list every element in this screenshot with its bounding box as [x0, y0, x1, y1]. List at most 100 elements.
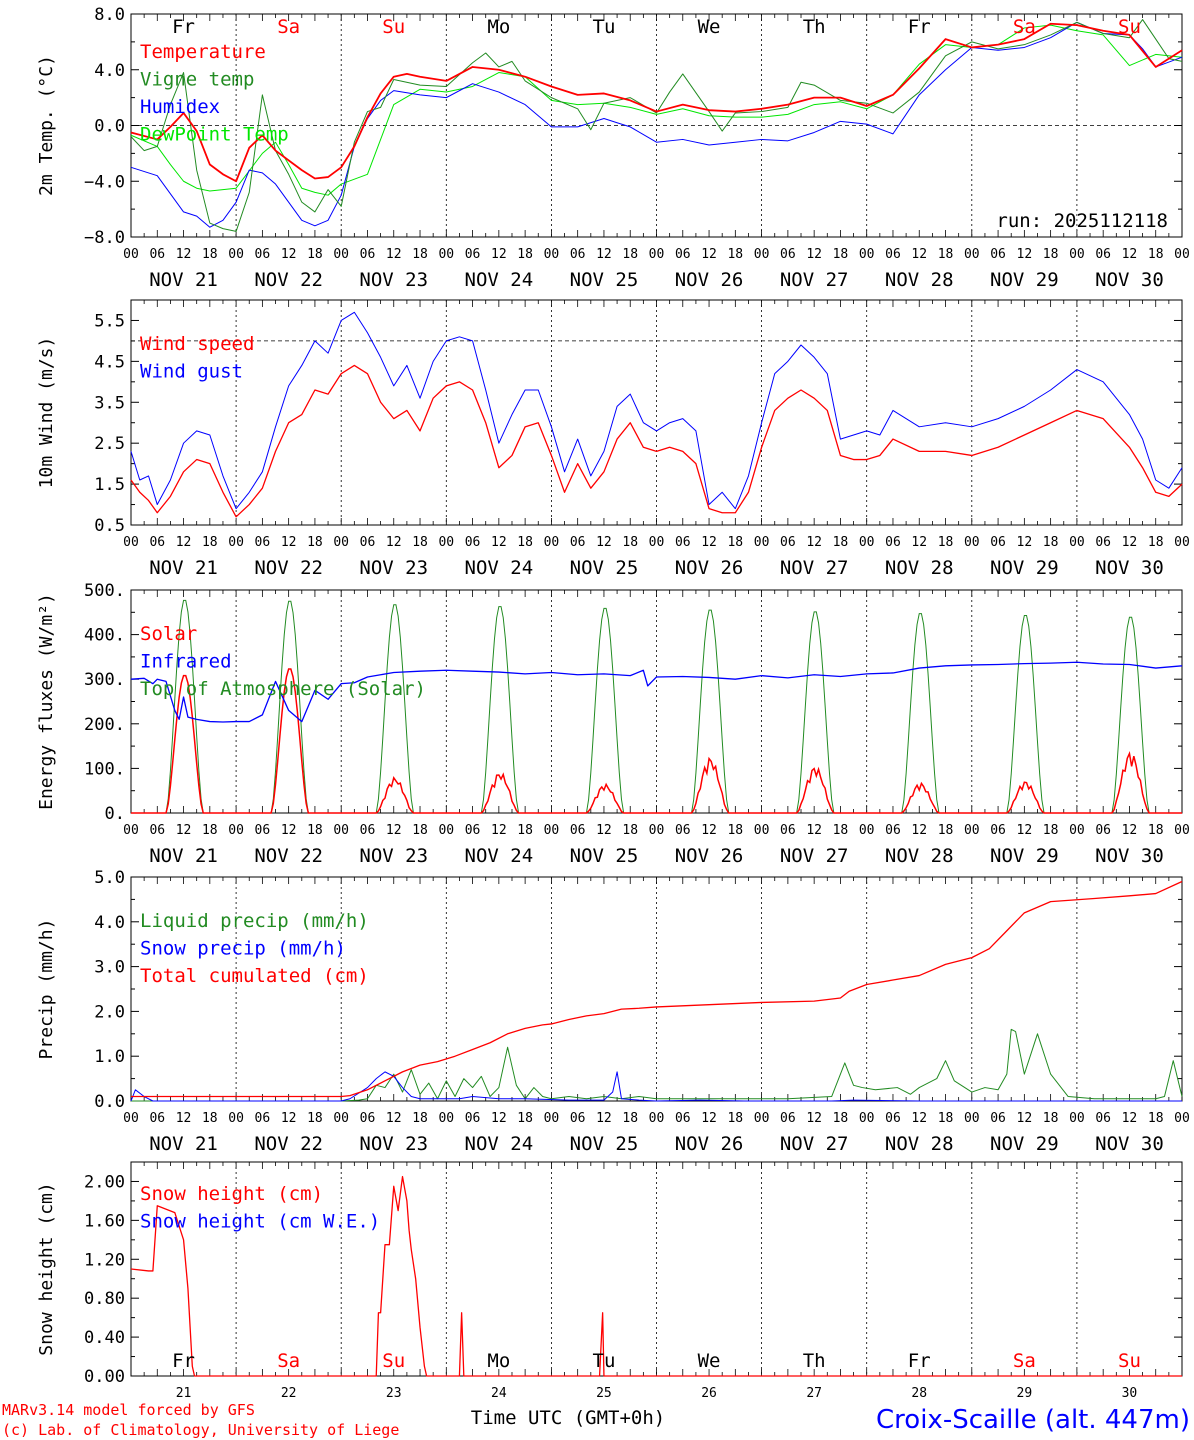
hour-tick-label: 00 [649, 247, 665, 262]
y-tick-label: 400. [84, 626, 125, 646]
y-tick-label: 3.0 [94, 958, 125, 978]
hour-tick-label: 00 [544, 823, 560, 838]
hour-tick-label: 06 [990, 247, 1006, 262]
weekday-label: We [698, 1350, 721, 1372]
date-label: NOV 21 [149, 845, 218, 867]
hour-tick-label: 18 [412, 247, 428, 262]
hour-tick-label: 12 [386, 1111, 402, 1126]
date-label: NOV 23 [359, 1133, 428, 1155]
hour-tick-label: 18 [727, 247, 743, 262]
hour-tick-label: 06 [885, 535, 901, 550]
hour-tick-label: 18 [307, 247, 323, 262]
hour-tick-label: 18 [307, 1111, 323, 1126]
hour-tick-label: 18 [412, 1111, 428, 1126]
weekday-label: Sa [277, 16, 300, 38]
hour-tick-label: 06 [360, 1111, 376, 1126]
date-label: NOV 26 [675, 845, 744, 867]
legend-entry: Vigne temp [140, 69, 254, 91]
hour-tick-label: 12 [806, 247, 822, 262]
hour-tick-label: 12 [176, 1111, 192, 1126]
hour-tick-label: 18 [1043, 535, 1059, 550]
y-tick-label: 4.5 [94, 352, 125, 372]
hour-tick-label: 00 [1174, 1111, 1190, 1126]
date-label: NOV 24 [465, 269, 534, 291]
date-label: NOV 28 [885, 1133, 954, 1155]
date-label: NOV 24 [465, 557, 534, 579]
date-label: NOV 29 [990, 1133, 1059, 1155]
hour-tick-label: 18 [412, 535, 428, 550]
y-tick-label: 3.5 [94, 393, 125, 413]
hour-tick-label: 18 [412, 823, 428, 838]
weekday-label: Fr [172, 1350, 195, 1372]
date-label: NOV 28 [885, 557, 954, 579]
series-line-temperature [130, 22, 1183, 183]
y-tick-label: 5.0 [94, 868, 125, 888]
hour-tick-label: 18 [622, 823, 638, 838]
series-line-wind-speed [130, 364, 1183, 518]
hour-tick-label: 12 [911, 247, 927, 262]
hour-tick-label: 12 [1122, 247, 1138, 262]
hour-tick-label: 12 [176, 535, 192, 550]
hour-tick-label: 12 [1017, 823, 1033, 838]
hour-tick-label: 06 [1095, 823, 1111, 838]
y-tick-label: 1.5 [94, 475, 125, 495]
hour-tick-label: 00 [438, 247, 454, 262]
y-axis-label: 2m Temp. (°C) [36, 55, 57, 196]
hour-tick-label: 06 [149, 1111, 165, 1126]
hour-tick-label: 12 [1017, 1111, 1033, 1126]
hour-tick-label: 06 [255, 535, 271, 550]
date-label: NOV 30 [1095, 1133, 1164, 1155]
day-number-label: 23 [386, 1386, 402, 1401]
hour-tick-label: 12 [386, 247, 402, 262]
hour-tick-label: 12 [176, 823, 192, 838]
hour-tick-label: 12 [176, 247, 192, 262]
date-label: NOV 29 [990, 269, 1059, 291]
weekday-label: We [698, 16, 721, 38]
y-tick-label: 1.0 [94, 1047, 125, 1067]
y-axis-label: Snow height (cm) [36, 1182, 57, 1355]
hour-tick-label: 00 [438, 535, 454, 550]
hour-tick-label: 12 [596, 823, 612, 838]
series-line-infrared [130, 661, 1183, 723]
y-tick-label: 0.0 [94, 1092, 125, 1112]
hour-tick-label: 06 [255, 247, 271, 262]
hour-tick-label: 18 [1043, 1111, 1059, 1126]
weekday-label: Sa [277, 1350, 300, 1372]
hour-tick-label: 12 [491, 823, 507, 838]
legend-entry: DewPoint Temp [140, 124, 289, 146]
y-tick-label: 500. [84, 581, 125, 601]
hour-tick-label: 18 [1148, 823, 1164, 838]
hour-tick-label: 00 [544, 247, 560, 262]
date-label: NOV 22 [254, 557, 323, 579]
hour-tick-label: 18 [202, 535, 218, 550]
weekday-label: Tu [593, 1350, 616, 1372]
hour-tick-label: 06 [675, 247, 691, 262]
hour-tick-label: 12 [491, 535, 507, 550]
date-label: NOV 24 [465, 845, 534, 867]
date-label: NOV 28 [885, 845, 954, 867]
weekday-label: Tu [593, 16, 616, 38]
hour-tick-label: 00 [544, 535, 560, 550]
hour-tick-label: 06 [990, 1111, 1006, 1126]
day-number-label: 21 [176, 1386, 192, 1401]
hour-tick-label: 12 [1017, 535, 1033, 550]
hour-tick-label: 06 [149, 823, 165, 838]
hour-tick-label: 00 [1069, 823, 1085, 838]
hour-tick-label: 00 [123, 247, 139, 262]
hour-tick-label: 00 [438, 823, 454, 838]
hour-tick-label: 18 [833, 823, 849, 838]
hour-tick-label: 00 [754, 535, 770, 550]
date-label: NOV 27 [780, 1133, 849, 1155]
y-tick-label: 4.0 [94, 61, 125, 81]
hour-tick-label: 12 [701, 1111, 717, 1126]
series-line-total-cumulated-cm- [131, 880, 1183, 1098]
hour-tick-label: 18 [1043, 247, 1059, 262]
hour-tick-label: 12 [386, 823, 402, 838]
y-tick-label: 0.00 [84, 1367, 125, 1387]
hour-tick-label: 00 [754, 823, 770, 838]
hour-tick-label: 06 [360, 247, 376, 262]
hour-tick-label: 00 [1069, 1111, 1085, 1126]
y-axis-label: Energy fluxes (W/m²) [36, 593, 57, 810]
hour-tick-label: 12 [596, 1111, 612, 1126]
